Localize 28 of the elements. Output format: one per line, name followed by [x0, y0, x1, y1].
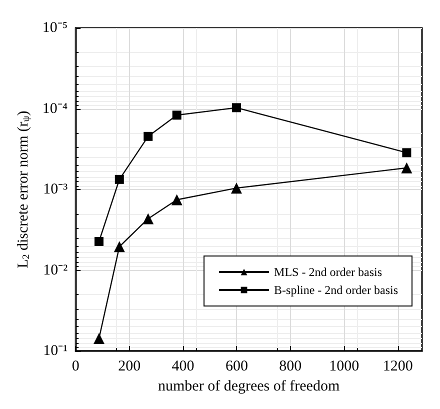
point	[142, 213, 154, 224]
point	[94, 236, 104, 246]
point	[232, 103, 241, 112]
point	[114, 174, 124, 184]
point	[401, 162, 412, 174]
y-tick-label: 10⁻²	[43, 262, 68, 278]
legend-label: MLS - 2nd order basis	[274, 265, 382, 279]
x-tick-label: 1200	[382, 358, 413, 374]
y-tick-label: 10⁻⁴	[42, 100, 68, 117]
y-tick-label: 10⁻³	[43, 182, 68, 198]
x-tick-label: 600	[225, 358, 248, 374]
x-axis-title: number of degrees of freedom	[158, 378, 340, 394]
legend-label: B-spline - 2nd order basis	[274, 283, 398, 297]
x-tick-label: 200	[118, 358, 141, 374]
point	[114, 241, 125, 252]
point	[230, 182, 242, 194]
x-tick-label: 800	[279, 358, 302, 374]
y-tick-label: 10⁻⁵	[42, 20, 68, 36]
x-tick-label: 400	[172, 358, 194, 374]
point	[402, 148, 412, 158]
y-tick-label: 10⁻¹	[43, 343, 68, 359]
y-axis-title: L2 discrete error norm (rψ)	[16, 110, 32, 268]
point	[171, 194, 182, 206]
x-tick-label: 1000	[329, 358, 360, 374]
point	[93, 332, 104, 344]
x-tick-label: 0	[72, 358, 80, 374]
point	[172, 110, 182, 120]
point	[144, 132, 153, 141]
